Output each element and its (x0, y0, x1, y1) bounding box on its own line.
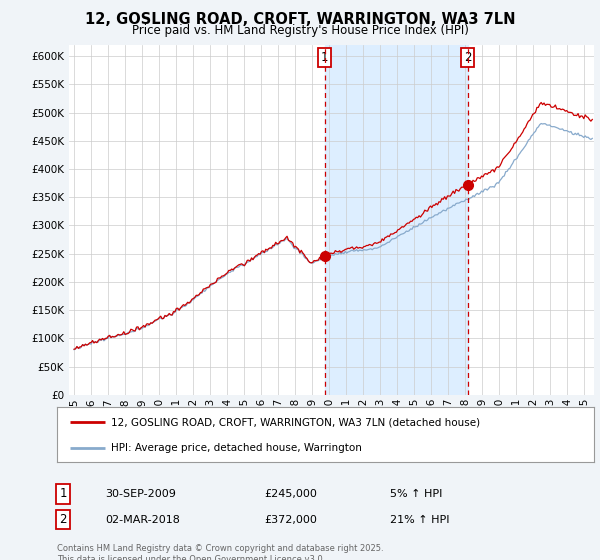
Text: 2: 2 (464, 50, 472, 63)
Text: 30-SEP-2009: 30-SEP-2009 (105, 489, 176, 499)
Text: Price paid vs. HM Land Registry's House Price Index (HPI): Price paid vs. HM Land Registry's House … (131, 24, 469, 36)
Text: 12, GOSLING ROAD, CROFT, WARRINGTON, WA3 7LN: 12, GOSLING ROAD, CROFT, WARRINGTON, WA3… (85, 12, 515, 27)
Text: HPI: Average price, detached house, Warrington: HPI: Average price, detached house, Warr… (111, 444, 362, 453)
Text: 02-MAR-2018: 02-MAR-2018 (105, 515, 180, 525)
Text: 21% ↑ HPI: 21% ↑ HPI (390, 515, 449, 525)
Text: £372,000: £372,000 (264, 515, 317, 525)
Text: £245,000: £245,000 (264, 489, 317, 499)
Text: 5% ↑ HPI: 5% ↑ HPI (390, 489, 442, 499)
Bar (325, 45, 468, 395)
Text: 1: 1 (321, 50, 328, 63)
Text: 12, GOSLING ROAD, CROFT, WARRINGTON, WA3 7LN (detached house): 12, GOSLING ROAD, CROFT, WARRINGTON, WA3… (111, 418, 480, 427)
Text: Contains HM Land Registry data © Crown copyright and database right 2025.
This d: Contains HM Land Registry data © Crown c… (57, 544, 383, 560)
Text: 2: 2 (59, 513, 67, 526)
Text: 1: 1 (59, 487, 67, 501)
